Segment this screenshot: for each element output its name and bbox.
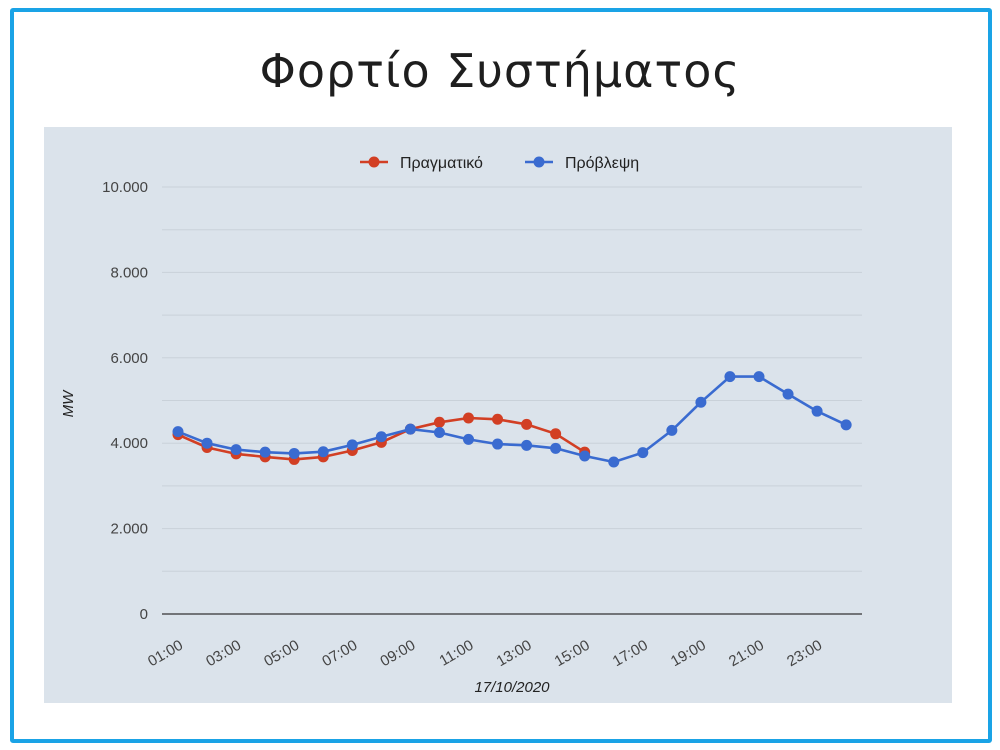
y-tick-label: 2.000 [110, 521, 148, 538]
data-point [550, 428, 562, 440]
data-point [521, 418, 533, 430]
y-axis-title: MW [60, 389, 77, 417]
x-tick-label: 09:00 [377, 637, 418, 670]
data-point [375, 431, 387, 443]
legend-label[interactable]: Πρόβλεψη [565, 155, 639, 172]
x-tick-label: 05:00 [261, 637, 302, 670]
data-point [753, 371, 765, 383]
data-point [259, 446, 271, 458]
data-point [433, 416, 445, 428]
legend-swatch-marker[interactable] [368, 156, 380, 168]
x-tick-label: 17:00 [610, 637, 651, 670]
data-point [492, 413, 504, 425]
y-tick-label: 6.000 [110, 350, 148, 367]
x-tick-label: 01:00 [145, 637, 186, 670]
data-point [695, 396, 707, 408]
data-point [172, 426, 184, 438]
y-tick-label: 10.000 [102, 179, 148, 196]
data-point [433, 427, 445, 439]
data-point [463, 433, 474, 445]
x-tick-label: 13:00 [494, 637, 535, 670]
data-point [724, 371, 736, 383]
x-tick-label: 11:00 [436, 637, 476, 670]
data-point [230, 444, 242, 456]
legend-label[interactable]: Πραγματικό [400, 155, 483, 172]
data-point [811, 405, 823, 417]
data-point [550, 442, 562, 454]
x-axis-title: 17/10/2020 [474, 679, 550, 696]
x-tick-label: 19:00 [668, 637, 709, 670]
data-point [463, 412, 474, 424]
data-point [201, 437, 213, 449]
data-point [521, 439, 533, 451]
chart-title: Φορτίο Συστήματος [259, 44, 741, 98]
data-point [840, 419, 852, 431]
series-line [176, 375, 848, 464]
data-point [666, 424, 678, 436]
legend-swatch-marker[interactable] [533, 156, 545, 168]
y-tick-label: 8.000 [110, 264, 148, 281]
data-point [492, 438, 504, 450]
data-point [637, 447, 649, 459]
y-tick-label: 4.000 [110, 435, 148, 452]
x-tick-label: 15:00 [552, 637, 593, 670]
data-point [317, 446, 329, 458]
data-point [782, 388, 794, 400]
data-point [608, 456, 620, 468]
data-point [579, 450, 591, 462]
y-tick-label: 0 [140, 606, 148, 623]
x-tick-label: 07:00 [319, 637, 360, 670]
data-point [404, 423, 416, 435]
x-tick-label: 21:00 [726, 637, 767, 670]
x-tick-label: 23:00 [784, 637, 825, 670]
x-tick-label: 03:00 [203, 637, 244, 670]
data-point [288, 447, 300, 459]
data-point [346, 439, 358, 451]
